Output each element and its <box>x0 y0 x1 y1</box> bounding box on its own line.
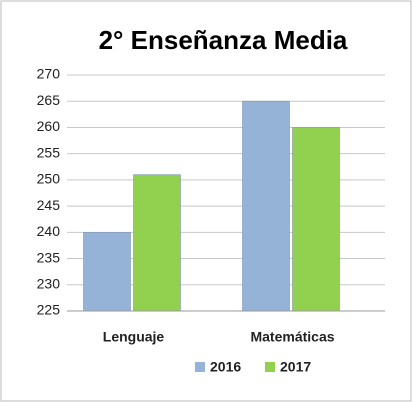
legend-swatch <box>195 362 205 372</box>
chart-title: 2° Enseñanza Media <box>99 25 348 55</box>
y-tick-label: 255 <box>37 144 61 160</box>
bar <box>292 127 340 312</box>
y-tick-label: 270 <box>37 66 61 82</box>
y-tick-label: 250 <box>37 171 61 187</box>
y-tick-label: 245 <box>37 197 61 213</box>
legend-swatch <box>265 362 275 372</box>
y-tick-label: 230 <box>37 275 61 291</box>
y-tick-label: 240 <box>37 223 61 239</box>
legend-label: 2017 <box>280 359 311 375</box>
y-tick-label: 235 <box>37 249 61 265</box>
x-tick-label: Matemáticas <box>250 329 334 345</box>
bar <box>242 100 290 312</box>
y-tick-label: 260 <box>37 118 61 134</box>
x-tick-label: Lenguaje <box>103 329 165 345</box>
y-tick-label: 265 <box>37 92 61 108</box>
y-tick-label: 225 <box>37 302 61 318</box>
bar <box>133 174 181 312</box>
bar <box>83 232 131 312</box>
legend-label: 2016 <box>210 359 241 375</box>
